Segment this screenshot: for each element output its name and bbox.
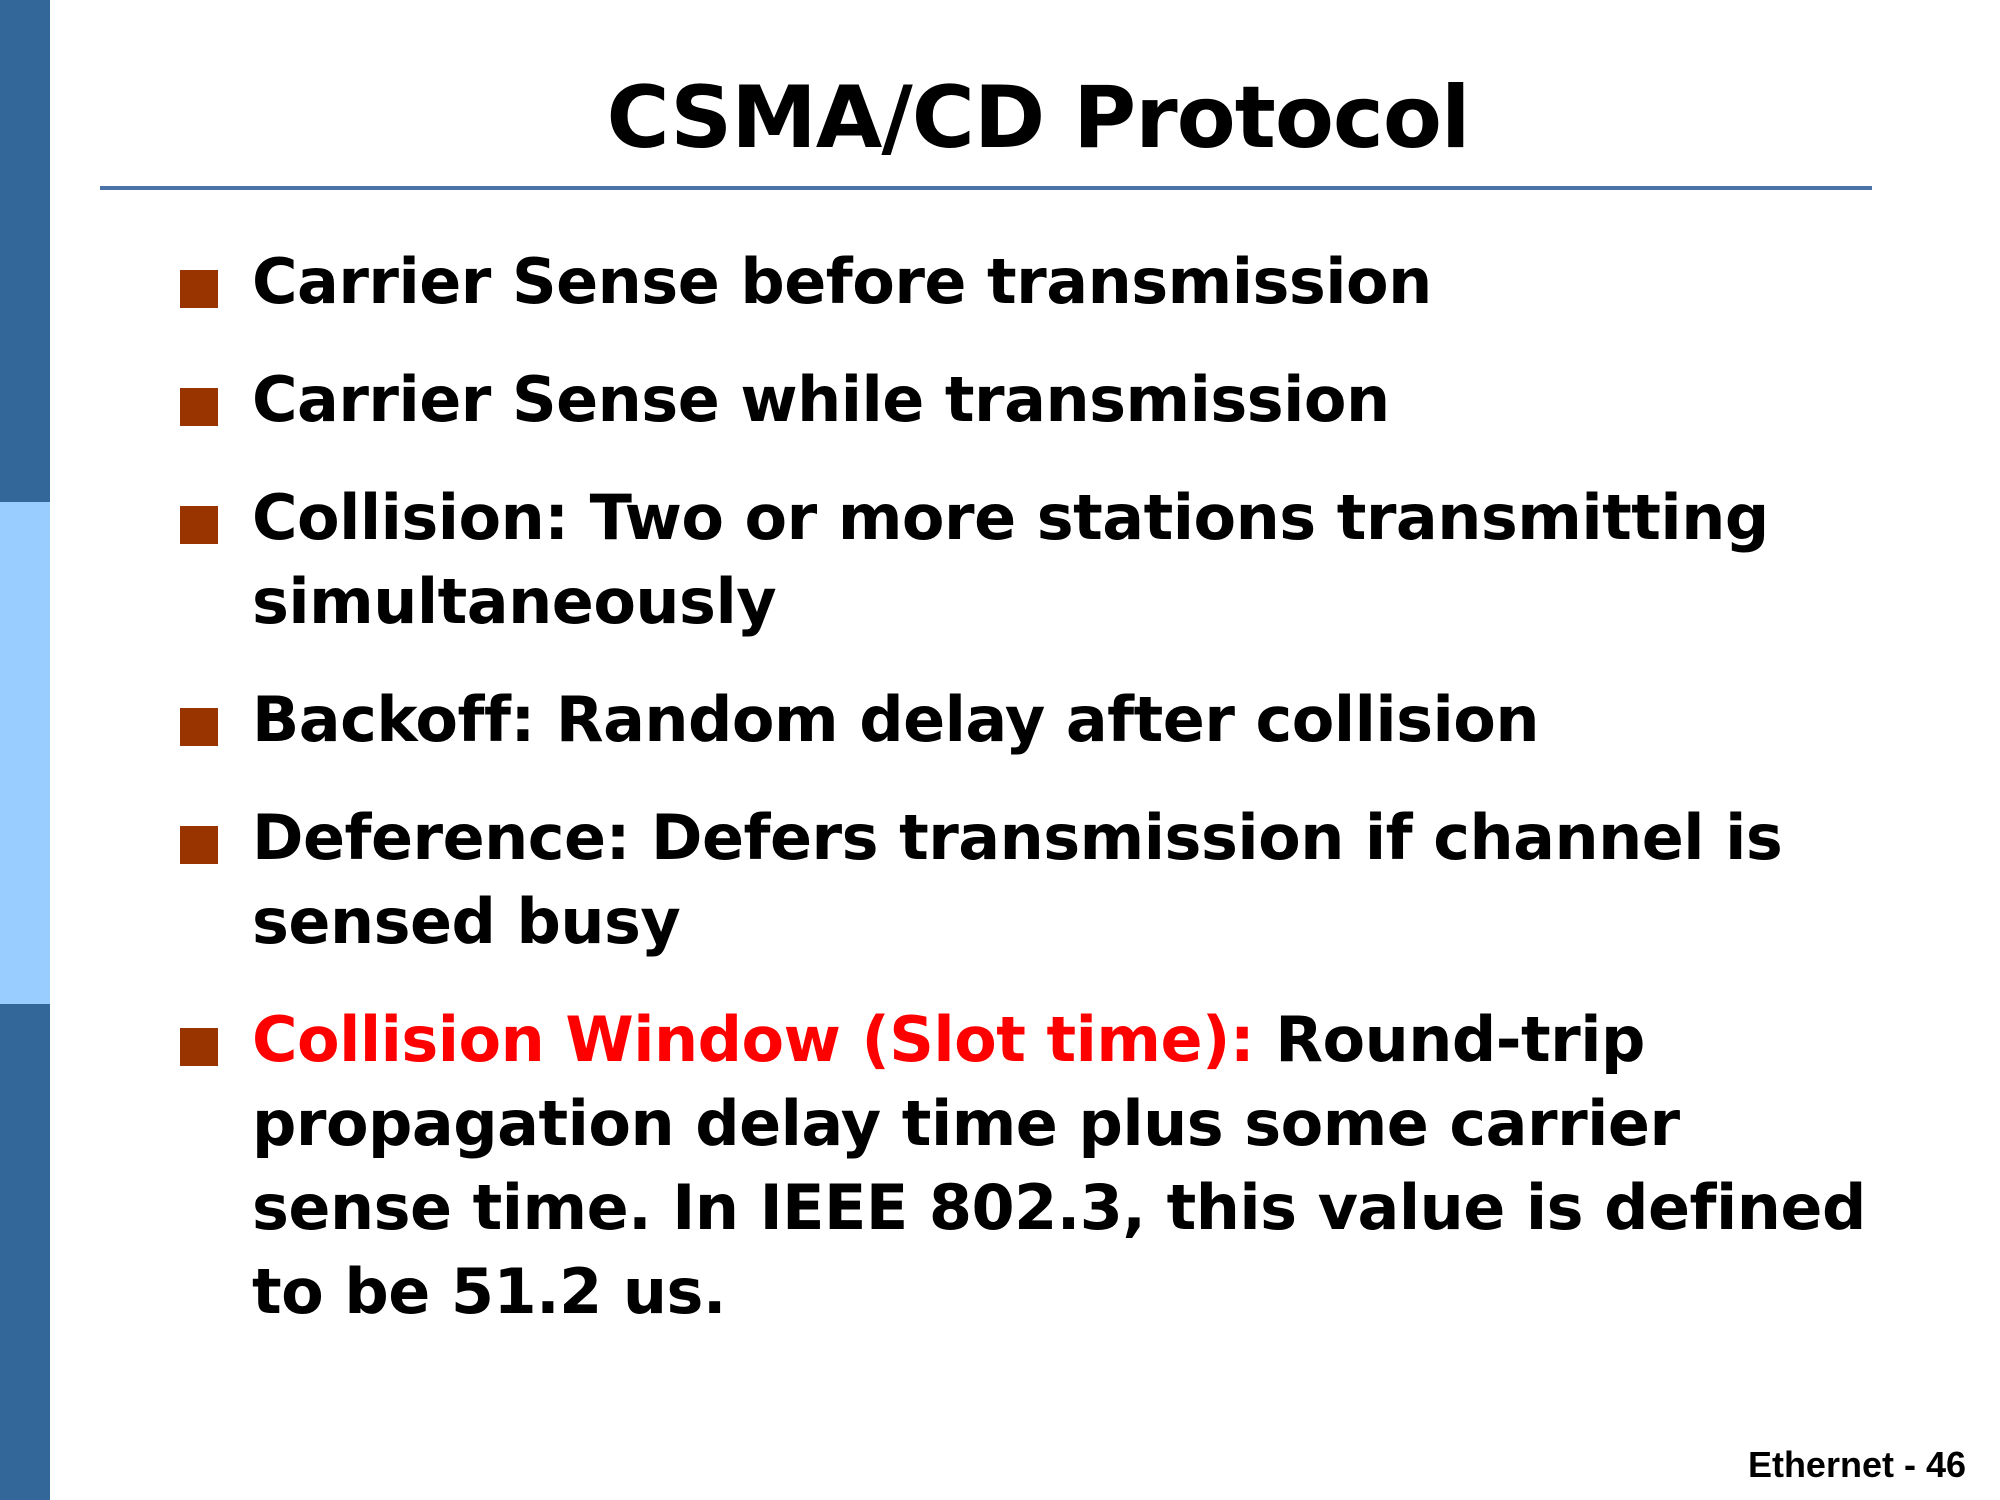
bullet-text: Backoff: Random delay after collision — [252, 683, 1539, 756]
bullet-text: Round-trip propagation delay time plus s… — [252, 1003, 1866, 1328]
square-bullet-icon — [180, 506, 218, 544]
bullet-text: Collision: Two or more stations transmit… — [252, 481, 1769, 638]
slide-footer: Ethernet - 46 — [1747, 1444, 1966, 1485]
bullet-text: Carrier Sense before transmission — [252, 245, 1432, 318]
square-bullet-icon — [180, 388, 218, 426]
bullet-item: Carrier Sense while transmission — [180, 358, 1900, 442]
square-bullet-icon — [180, 1028, 218, 1066]
slide-title: CSMA/CD Protocol — [606, 68, 1471, 168]
bullet-item: Backoff: Random delay after collision — [180, 678, 1900, 762]
title-divider — [100, 186, 1872, 190]
side-bar-middle-segment — [0, 502, 50, 1004]
bullet-item: Carrier Sense before transmission — [180, 240, 1900, 324]
bullet-item: Collision Window (Slot time): Round-trip… — [180, 998, 1900, 1334]
bullet-item: Collision: Two or more stations transmit… — [180, 476, 1900, 644]
bullet-text: Carrier Sense while transmission — [252, 363, 1390, 436]
bullet-item: Deference: Defers transmission if channe… — [180, 796, 1900, 964]
bullet-text: Deference: Defers transmission if channe… — [252, 801, 1783, 958]
side-bar-bottom-segment — [0, 1004, 50, 1500]
square-bullet-icon — [180, 708, 218, 746]
square-bullet-icon — [180, 270, 218, 308]
square-bullet-icon — [180, 826, 218, 864]
bullet-list: Carrier Sense before transmission Carrie… — [180, 240, 1900, 1368]
side-bar-top-segment — [0, 0, 50, 502]
side-bar — [0, 0, 50, 1500]
bullet-highlight-text: Collision Window (Slot time): — [252, 1003, 1255, 1076]
